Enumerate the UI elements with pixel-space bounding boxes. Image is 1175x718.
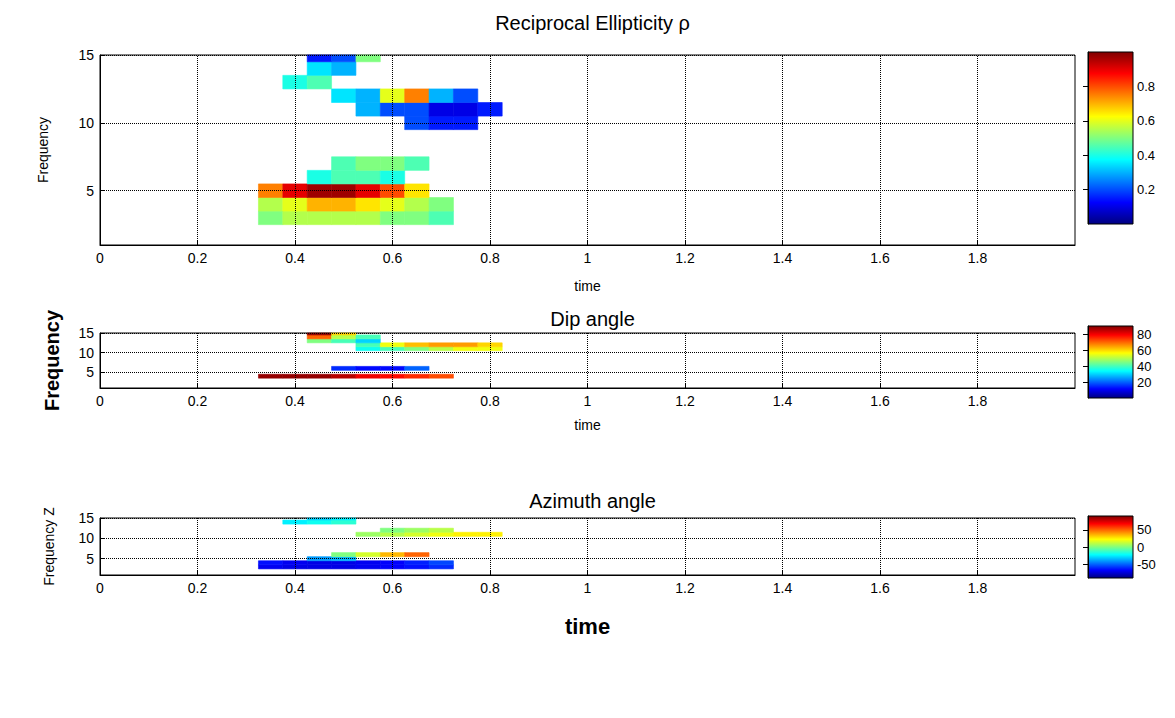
- svg-text:50: 50: [1137, 522, 1151, 537]
- svg-text:5: 5: [86, 551, 94, 567]
- svg-text:1.6: 1.6: [870, 250, 890, 266]
- svg-text:1.8: 1.8: [968, 580, 988, 596]
- svg-text:10: 10: [78, 115, 94, 131]
- svg-text:1.2: 1.2: [675, 250, 695, 266]
- svg-text:Frequency: Frequency: [41, 309, 63, 411]
- svg-text:1.8: 1.8: [968, 250, 988, 266]
- svg-text:1: 1: [584, 580, 592, 596]
- svg-text:0.8: 0.8: [480, 580, 500, 596]
- svg-text:0.6: 0.6: [383, 393, 403, 409]
- svg-text:Dip angle: Dip angle: [550, 308, 635, 330]
- svg-text:1.6: 1.6: [870, 393, 890, 409]
- svg-text:1.2: 1.2: [675, 393, 695, 409]
- svg-text:5: 5: [86, 183, 94, 199]
- svg-text:1: 1: [584, 393, 592, 409]
- svg-text:80: 80: [1137, 327, 1151, 342]
- svg-text:time: time: [574, 417, 601, 433]
- svg-text:Frequency: Frequency: [35, 117, 51, 183]
- svg-text:15: 15: [78, 325, 94, 341]
- svg-text:15: 15: [78, 510, 94, 526]
- svg-text:0: 0: [96, 250, 104, 266]
- svg-text:0.4: 0.4: [285, 393, 305, 409]
- svg-text:0.2: 0.2: [188, 393, 208, 409]
- svg-text:0: 0: [96, 393, 104, 409]
- svg-text:10: 10: [78, 345, 94, 361]
- svg-text:1.4: 1.4: [773, 580, 793, 596]
- svg-text:0.8: 0.8: [480, 393, 500, 409]
- svg-text:0.2: 0.2: [188, 580, 208, 596]
- svg-text:0.2: 0.2: [1137, 182, 1155, 197]
- svg-text:time: time: [565, 614, 610, 639]
- svg-text:0.4: 0.4: [1137, 148, 1155, 163]
- svg-text:0: 0: [1137, 540, 1144, 555]
- svg-text:Frequency Z: Frequency Z: [41, 507, 57, 586]
- svg-text:0.2: 0.2: [188, 250, 208, 266]
- svg-text:1.8: 1.8: [968, 393, 988, 409]
- svg-text:Azimuth angle: Azimuth angle: [529, 490, 656, 512]
- svg-text:1.6: 1.6: [870, 580, 890, 596]
- svg-text:15: 15: [78, 47, 94, 63]
- svg-text:-50: -50: [1137, 557, 1156, 572]
- svg-text:1: 1: [584, 250, 592, 266]
- svg-text:5: 5: [86, 364, 94, 380]
- svg-text:1.2: 1.2: [675, 580, 695, 596]
- svg-text:10: 10: [78, 530, 94, 546]
- svg-text:0.4: 0.4: [285, 580, 305, 596]
- svg-text:1.4: 1.4: [773, 250, 793, 266]
- svg-text:0.6: 0.6: [383, 250, 403, 266]
- svg-text:0.6: 0.6: [383, 580, 403, 596]
- svg-text:Reciprocal Ellipticity ρ: Reciprocal Ellipticity ρ: [495, 12, 690, 34]
- svg-text:0: 0: [96, 580, 104, 596]
- svg-text:0.6: 0.6: [1137, 113, 1155, 128]
- svg-text:20: 20: [1137, 375, 1151, 390]
- svg-text:0.4: 0.4: [285, 250, 305, 266]
- svg-text:60: 60: [1137, 343, 1151, 358]
- svg-text:1.4: 1.4: [773, 393, 793, 409]
- svg-text:0.8: 0.8: [480, 250, 500, 266]
- svg-text:0.8: 0.8: [1137, 79, 1155, 94]
- svg-text:time: time: [574, 278, 601, 294]
- svg-text:40: 40: [1137, 359, 1151, 374]
